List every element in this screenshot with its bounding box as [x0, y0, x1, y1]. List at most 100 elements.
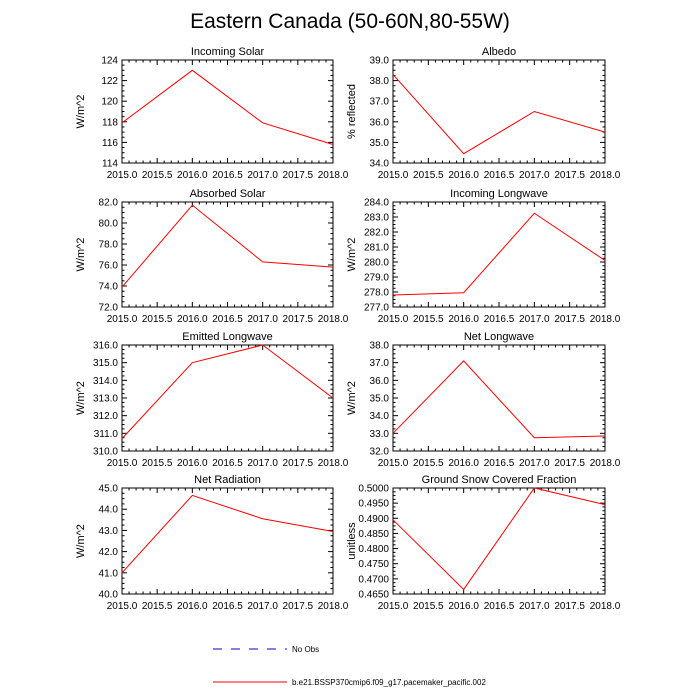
y-tick-label: 41.0 [99, 568, 119, 579]
x-tick-label: 2016.0 [448, 170, 479, 181]
x-tick-label: 2016.5 [212, 601, 243, 612]
x-tick-label: 2016.0 [448, 314, 479, 325]
plot-frame [121, 201, 334, 308]
x-tick-label: 2015.5 [142, 314, 173, 325]
y-tick-label: 0.4750 [358, 559, 389, 570]
series-line [392, 212, 606, 296]
x-tick-label: 2016.5 [484, 458, 515, 469]
panel-3: Absorbed Solar W/m^2 2015.0 2015.5 2016.0 201… [75, 188, 349, 325]
x-tick-label: 2015.0 [378, 314, 409, 325]
y-tick-label: 122 [101, 76, 118, 87]
y-tick-label: 277.0 [364, 303, 389, 314]
y-tick-label: 281.0 [364, 243, 389, 254]
series-line [392, 360, 606, 439]
legend-series-label: b.e21.BSSP370cmip6.f09_g17.pacemaker_pac… [292, 678, 486, 687]
x-tick-label: 2015.0 [107, 458, 138, 469]
y-tick-label: 114 [102, 159, 118, 170]
plot-frame [121, 344, 334, 452]
x-tick-label: 2017.0 [247, 314, 278, 325]
plot-frame [121, 487, 334, 595]
x-tick-label: 2016.0 [177, 458, 208, 469]
y-tick-label: 315.0 [93, 358, 118, 369]
y-tick-label: 34.0 [370, 159, 390, 170]
y-tick-label: 39.0 [370, 56, 390, 67]
x-tick-label: 2018.0 [590, 601, 621, 612]
x-tick-label: 2017.5 [554, 314, 585, 325]
y-tick-label: 0.4900 [358, 514, 389, 525]
y-tick-label: 32.0 [370, 447, 390, 458]
series-line [121, 494, 334, 574]
x-tick-label: 2017.0 [247, 458, 278, 469]
panel-4: Incoming Longwave W/m^2 2015.0 2015.5 2016.0… [346, 188, 621, 325]
y-tick-label: 33.0 [370, 429, 390, 440]
x-tick-label: 2016.0 [177, 170, 208, 181]
y-tick-label: 76.0 [99, 261, 119, 272]
x-tick-label: 2015.5 [413, 601, 444, 612]
x-tick-label: 2015.0 [107, 170, 138, 181]
y-tick-label: 80.0 [99, 219, 119, 230]
x-tick-label: 2017.0 [247, 170, 278, 181]
y-tick-label: 282.0 [364, 228, 389, 239]
x-tick-label: 2016.5 [484, 314, 515, 325]
y-tick-label: 34.0 [370, 411, 390, 422]
x-tick-label: 2017.5 [554, 601, 585, 612]
plot-frame [392, 59, 606, 164]
y-tick-label: 312.0 [93, 411, 118, 422]
x-tick-label: 2015.5 [413, 458, 444, 469]
series-line [121, 344, 334, 439]
y-tick-label: 43.0 [99, 526, 119, 537]
y-tick-label: 74.0 [99, 282, 119, 293]
x-tick-label: 2018.0 [318, 170, 349, 181]
x-tick-label: 2018.0 [318, 458, 349, 469]
x-tick-label: 2017.0 [519, 601, 550, 612]
plot-frame [392, 487, 606, 595]
y-axis-label: unitless [346, 522, 358, 560]
panel-5: Emitted Longwave W/m^2 2015.0 2015.5 2016.0 2… [75, 331, 349, 469]
x-tick-label: 2015.0 [107, 601, 138, 612]
x-tick-label: 2016.5 [484, 601, 515, 612]
y-tick-label: 120 [101, 97, 118, 108]
y-tick-label: 313.0 [93, 394, 118, 405]
y-tick-label: 0.4800 [358, 544, 389, 555]
x-tick-label: 2016.0 [448, 458, 479, 469]
x-tick-label: 2015.0 [107, 314, 138, 325]
series-line [392, 487, 606, 591]
x-tick-label: 2018.0 [590, 314, 621, 325]
x-tick-label: 2015.0 [378, 458, 409, 469]
x-tick-label: 2016.5 [212, 170, 243, 181]
y-tick-label: 116 [102, 138, 118, 149]
y-tick-label: 284.0 [364, 198, 389, 209]
y-axis-label: W/m^2 [346, 238, 358, 272]
x-tick-label: 2017.5 [283, 601, 314, 612]
panel-title: Emitted Longwave [182, 331, 273, 343]
x-tick-label: 2015.5 [142, 458, 173, 469]
y-tick-label: 310.0 [93, 447, 118, 458]
y-tick-label: 279.0 [364, 273, 389, 284]
series-line [121, 69, 334, 145]
y-tick-label: 82.0 [99, 198, 119, 209]
x-tick-label: 2017.0 [247, 601, 278, 612]
panel-title: Albedo [482, 46, 516, 58]
plot-frame [121, 59, 334, 164]
legend: No Obs b.e21.BSSP370cmip6.f09_g17.pacemak… [213, 645, 486, 687]
x-tick-label: 2018.0 [318, 601, 349, 612]
y-tick-label: 118 [102, 117, 118, 128]
x-tick-label: 2015.5 [413, 314, 444, 325]
panel-6: Net Longwave W/m^2 2015.0 2015.5 2016.0 2016.… [346, 331, 621, 469]
x-tick-label: 2015.5 [413, 170, 444, 181]
x-tick-label: 2018.0 [318, 314, 349, 325]
y-tick-label: 35.0 [370, 138, 390, 149]
y-tick-label: 38.0 [370, 341, 390, 352]
y-axis-label: % reflected [346, 84, 358, 139]
y-axis-label: W/m^2 [346, 381, 358, 415]
x-tick-label: 2016.5 [212, 458, 243, 469]
x-tick-label: 2018.0 [590, 170, 621, 181]
x-tick-label: 2018.0 [590, 458, 621, 469]
y-tick-label: 40.0 [99, 590, 119, 601]
x-tick-label: 2017.0 [519, 458, 550, 469]
x-tick-label: 2015.0 [378, 601, 409, 612]
x-tick-label: 2017.0 [519, 170, 550, 181]
y-axis-label: W/m^2 [75, 381, 87, 415]
x-tick-label: 2017.5 [554, 170, 585, 181]
x-tick-label: 2016.5 [484, 170, 515, 181]
